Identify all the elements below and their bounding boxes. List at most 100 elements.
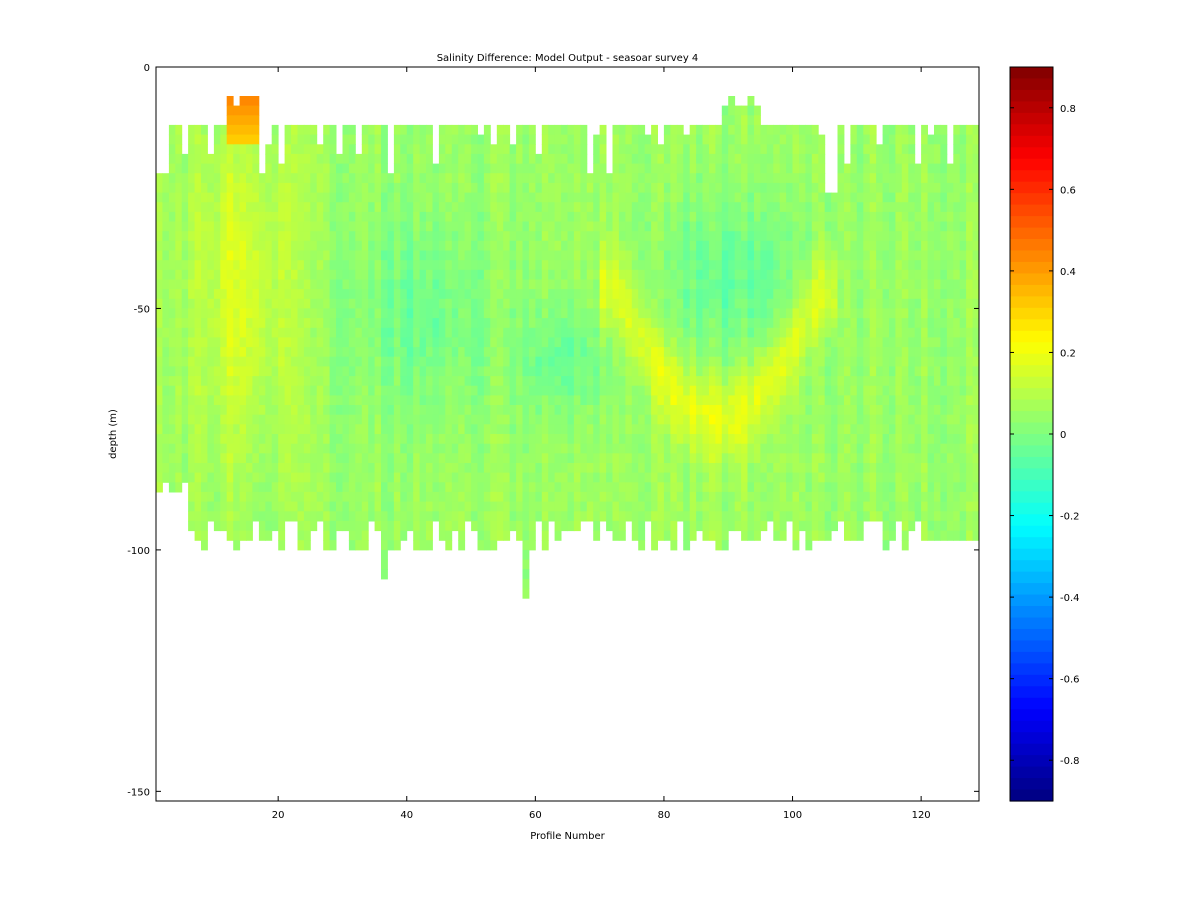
- heatmap-cell: [477, 153, 485, 165]
- heatmap-cell: [471, 453, 478, 464]
- heatmap-cell: [387, 173, 395, 184]
- heatmap-cell: [278, 289, 286, 300]
- heatmap-cell: [567, 124, 575, 136]
- heatmap-cell: [156, 356, 163, 367]
- heatmap-cell: [406, 482, 414, 493]
- heatmap-cell: [876, 260, 883, 271]
- heatmap-cell: [239, 463, 247, 474]
- heatmap-cell: [644, 356, 652, 367]
- heatmap-cell: [233, 511, 241, 522]
- heatmap-cell: [747, 443, 755, 454]
- heatmap-cell: [811, 279, 819, 290]
- heatmap-cell: [471, 405, 478, 416]
- heatmap-cell: [876, 347, 883, 358]
- heatmap-cell: [246, 279, 253, 290]
- heatmap-cell: [754, 424, 761, 435]
- heatmap-cell: [194, 366, 202, 377]
- heatmap-cell: [445, 308, 453, 319]
- heatmap-cell: [599, 434, 607, 445]
- heatmap-cell: [728, 385, 736, 396]
- heatmap-cell: [226, 453, 234, 464]
- heatmap-cell: [246, 308, 253, 319]
- heatmap-cell: [483, 520, 491, 532]
- heatmap-cell: [754, 182, 761, 194]
- heatmap-cell: [483, 134, 491, 145]
- heatmap-cell: [696, 173, 703, 184]
- heatmap-cell: [426, 463, 433, 474]
- heatmap-cell: [618, 231, 626, 242]
- heatmap-cell: [329, 318, 337, 329]
- heatmap-cell: [754, 376, 761, 387]
- heatmap-cell: [631, 424, 639, 435]
- heatmap-cell: [342, 250, 350, 261]
- heatmap-cell: [606, 453, 613, 464]
- heatmap-cell: [355, 250, 363, 261]
- heatmap-cell: [258, 337, 266, 348]
- heatmap-cell: [914, 405, 922, 416]
- heatmap-cell: [908, 347, 916, 358]
- heatmap-cell: [374, 501, 382, 512]
- heatmap-cell: [400, 202, 408, 213]
- heatmap-cell: [689, 163, 697, 174]
- heatmap-cell: [541, 240, 549, 251]
- heatmap-cell: [284, 250, 292, 261]
- heatmap-cell: [387, 231, 395, 242]
- heatmap-cell: [766, 366, 774, 377]
- heatmap-cell: [728, 443, 736, 454]
- heatmap-cell: [220, 520, 228, 532]
- heatmap-cell: [754, 511, 761, 522]
- heatmap-cell: [348, 530, 356, 541]
- heatmap-cell: [638, 134, 646, 145]
- heatmap-cell: [734, 298, 742, 309]
- heatmap-cell: [213, 250, 221, 261]
- heatmap-cell: [580, 385, 588, 396]
- heatmap-cell: [413, 192, 421, 203]
- heatmap-cell: [895, 163, 903, 174]
- heatmap-cell: [252, 144, 260, 155]
- heatmap-cell: [914, 308, 922, 319]
- heatmap-cell: [567, 298, 575, 309]
- heatmap-cell: [734, 385, 742, 396]
- heatmap-cell: [644, 482, 652, 493]
- heatmap-cell: [451, 395, 459, 406]
- heatmap-cell: [573, 405, 581, 416]
- heatmap-cell: [387, 356, 395, 367]
- heatmap-cell: [702, 260, 710, 271]
- heatmap-cell: [316, 298, 324, 309]
- heatmap-cell: [438, 240, 446, 251]
- heatmap-cell: [696, 414, 703, 425]
- heatmap-cell: [567, 211, 575, 223]
- heatmap-cell: [213, 182, 221, 194]
- heatmap-cell: [458, 356, 466, 367]
- heatmap-cell: [284, 298, 292, 309]
- heatmap-cell: [548, 511, 556, 522]
- heatmap-cell: [895, 405, 903, 416]
- heatmap-cell: [676, 308, 684, 319]
- heatmap-cell: [522, 472, 530, 483]
- heatmap-cell: [516, 279, 523, 290]
- heatmap-cell: [599, 279, 607, 290]
- heatmap-cell: [284, 134, 292, 145]
- heatmap-cell: [509, 443, 517, 454]
- heatmap-cell: [895, 211, 903, 223]
- heatmap-cell: [869, 491, 877, 503]
- heatmap-cell: [483, 376, 491, 387]
- heatmap-cell: [606, 376, 613, 387]
- heatmap-cell: [586, 298, 594, 309]
- heatmap-cell: [258, 443, 266, 454]
- heatmap-cell: [676, 124, 684, 136]
- heatmap-cell: [535, 511, 543, 522]
- heatmap-cell: [863, 482, 871, 493]
- heatmap-cell: [348, 491, 356, 503]
- heatmap-cell: [824, 337, 832, 348]
- heatmap-cell: [889, 501, 896, 512]
- heatmap-cell: [580, 463, 588, 474]
- heatmap-cell: [638, 308, 646, 319]
- heatmap-cell: [528, 318, 536, 329]
- heatmap-cell: [464, 134, 472, 145]
- heatmap-cell: [368, 202, 376, 213]
- heatmap-cell: [721, 491, 729, 503]
- heatmap-cell: [818, 289, 826, 300]
- heatmap-cell: [226, 124, 234, 136]
- heatmap-cell: [464, 337, 472, 348]
